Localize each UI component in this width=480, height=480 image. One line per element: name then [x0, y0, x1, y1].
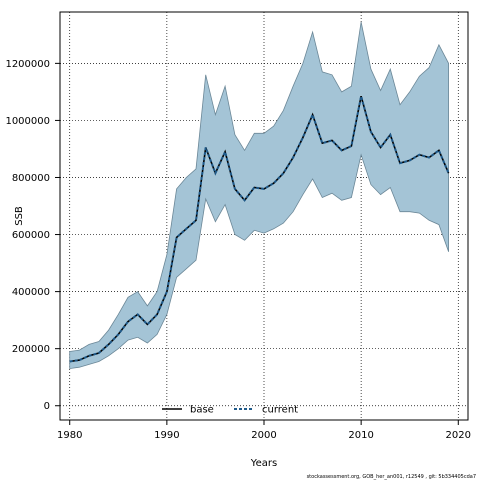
- x-tick-label: 2000: [251, 430, 276, 441]
- footnote: stockassessment.org, GOB_her_an001, r125…: [307, 474, 476, 480]
- legend: base current: [162, 405, 298, 416]
- y-tick-label: 1200000: [5, 59, 50, 70]
- y-axis: 0 200000 400000 600000 800000 1000000 1200000: [5, 59, 60, 412]
- series-line-current: [69, 95, 450, 363]
- y-tick-label: 0: [44, 401, 50, 412]
- x-tick-label: 1990: [154, 430, 179, 441]
- x-tick-label: 2010: [348, 430, 373, 441]
- y-tick-label: 1000000: [5, 116, 50, 127]
- confidence-band: [69, 21, 449, 370]
- x-tick-label: 1980: [57, 430, 82, 441]
- x-axis: 1980 1990 2000 2010 2020: [57, 420, 471, 441]
- series-lines: [69, 95, 450, 363]
- y-tick-label: 400000: [12, 287, 50, 298]
- legend-label-base: base: [190, 405, 214, 416]
- y-axis-title: SSB: [14, 206, 25, 226]
- y-tick-label: 800000: [12, 173, 50, 184]
- y-tick-label: 200000: [12, 344, 50, 355]
- x-tick-label: 2020: [446, 430, 471, 441]
- x-axis-title: Years: [250, 458, 277, 469]
- y-tick-label: 600000: [12, 230, 50, 241]
- legend-label-current: current: [262, 405, 298, 416]
